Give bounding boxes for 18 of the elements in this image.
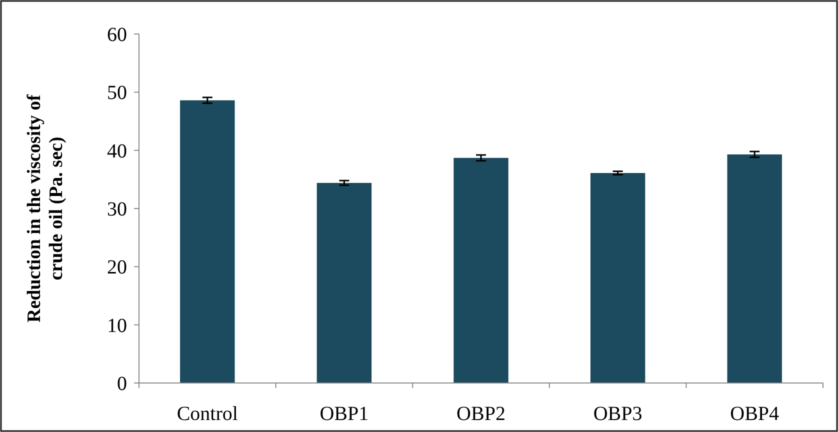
bar (180, 100, 235, 383)
y-tick-label: 0 (117, 373, 127, 395)
bar (590, 173, 646, 383)
y-tick-label: 10 (107, 314, 127, 337)
x-tick-label: OBP4 (730, 403, 780, 425)
y-axis-title: Reduction in the viscosity of crude oil (Pa. sec) (24, 94, 67, 322)
bar (454, 158, 508, 383)
y-tick-label: 50 (107, 82, 127, 104)
y-tick-label: 20 (107, 256, 127, 279)
x-tick-label: OBP3 (593, 403, 642, 425)
x-tick-label: OBP2 (456, 403, 506, 425)
bar (316, 182, 372, 383)
x-tick-label: OBP1 (320, 403, 369, 425)
y-tick-label: 40 (107, 140, 127, 162)
bar (727, 154, 782, 383)
y-tick-label: 60 (107, 24, 127, 46)
y-tick-label: 30 (107, 198, 127, 220)
x-tick-label: Control (176, 403, 238, 425)
